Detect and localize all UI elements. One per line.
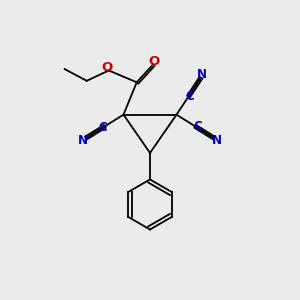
Text: O: O (102, 61, 113, 74)
Text: N: N (78, 134, 88, 147)
Text: O: O (149, 55, 160, 68)
Text: C: C (98, 121, 107, 134)
Text: C: C (194, 120, 203, 134)
Text: C: C (186, 90, 194, 103)
Text: N: N (212, 134, 222, 148)
Text: N: N (197, 68, 207, 81)
